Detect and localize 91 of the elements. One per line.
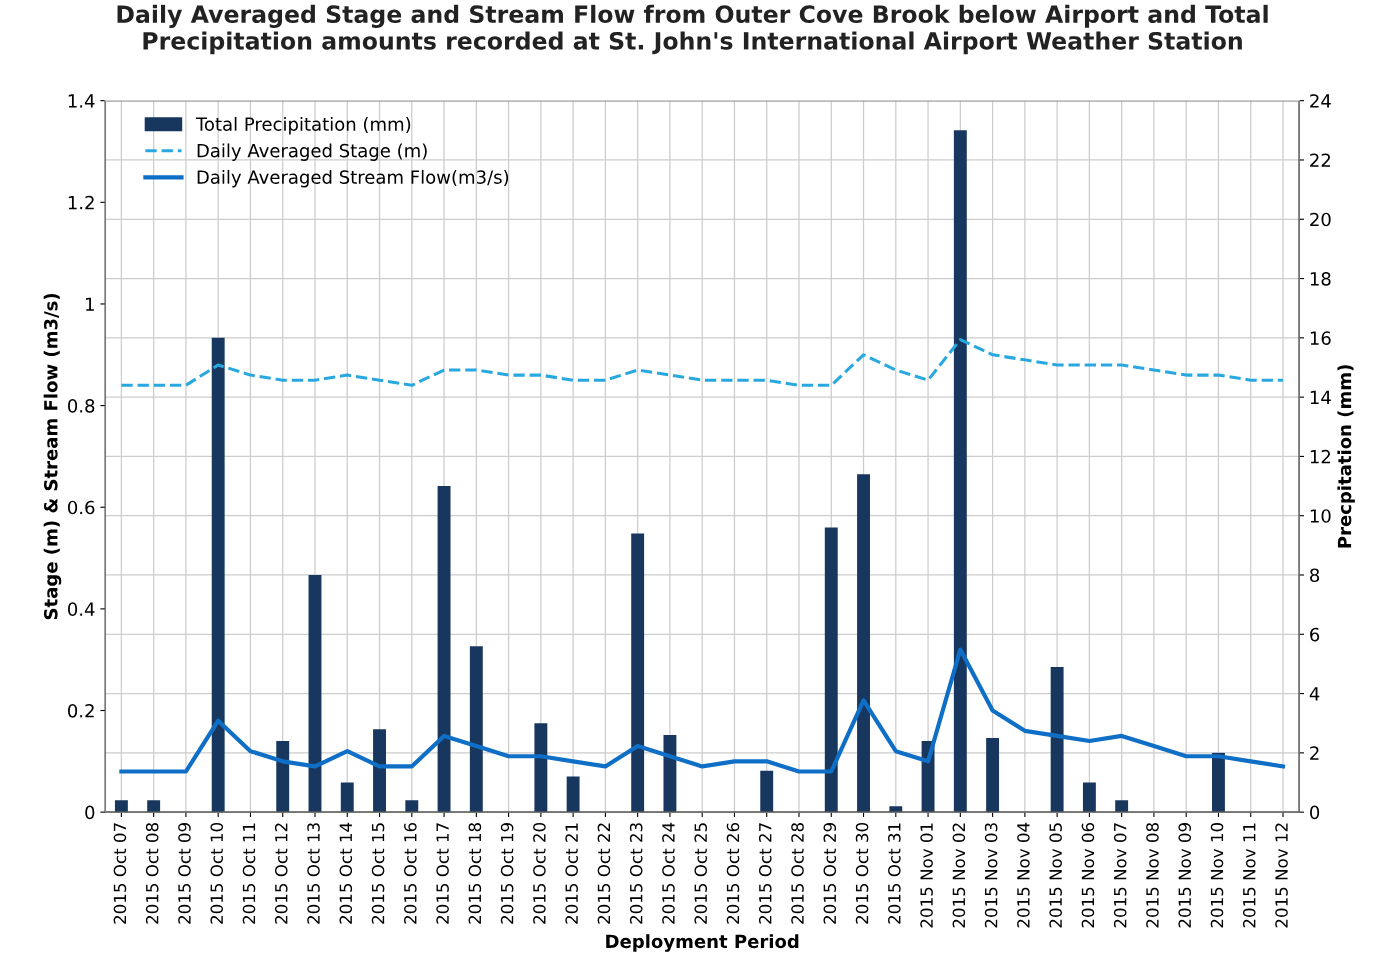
bar	[437, 486, 451, 813]
y2-tick-label: 24	[1310, 94, 1331, 108]
y-tick-label: 1.4	[68, 94, 95, 108]
y2-tick-label: 12	[1310, 449, 1331, 464]
bar	[534, 723, 548, 813]
y2-tick-label: 14	[1310, 390, 1331, 404]
bar	[1082, 782, 1096, 813]
bar	[986, 738, 1000, 813]
x-tick-label: 2015 Oct 11	[242, 823, 256, 924]
y-tick-label: 0.2	[68, 703, 94, 718]
bar	[1212, 752, 1225, 813]
y-tick-label: 1	[86, 297, 94, 311]
x-tick-label: 2015 Oct 15	[371, 823, 385, 924]
x-tick-label: 2015 Nov 01	[920, 823, 933, 928]
y-tick-label: 0	[85, 805, 95, 820]
x-tick-label: 2015 Nov 02	[952, 823, 966, 928]
bar	[857, 474, 870, 813]
chart-title: Daily Averaged Stage and Stream Flow from Outer Cove Brook below Airport and Total Precipitation amounts recorded at St. John's International Airport Weather Station	[117, 4, 1268, 55]
x-tick-label: 2015 Oct 08	[145, 823, 159, 924]
y2-axis-title: Precpitation (mm)	[1337, 365, 1355, 548]
bar	[1050, 666, 1064, 813]
x-tick-label: 2015 Oct 13	[307, 823, 320, 924]
x-tick-label: 2015 Oct 25	[694, 823, 708, 924]
x-tick-label: 2015 Nov 06	[1081, 822, 1095, 928]
y2-tick-label: 8	[1310, 568, 1320, 583]
y2-tick-label: 20	[1310, 212, 1331, 227]
bar	[889, 806, 903, 813]
bar	[340, 782, 354, 813]
x-tick-label: 2015 Oct 17	[436, 823, 449, 924]
x-tick-label: 2015 Oct 30	[855, 822, 869, 924]
y2-tick-label: 22	[1310, 153, 1331, 167]
x-tick-label: 2015 Oct 19	[500, 823, 514, 924]
y-axis-title: Stage (m) & Stream Flow (m3/s)	[43, 293, 62, 620]
x-tick-label: 2015 Oct 12	[274, 823, 288, 924]
x-axis-title: Deployment Period	[606, 934, 799, 952]
x-tick-label: 2015 Oct 29	[823, 823, 837, 924]
y-tick-label: 0.8	[68, 399, 95, 413]
x-tick-label: 2015 Oct 20	[533, 822, 546, 924]
bar	[373, 729, 386, 813]
x-tick-label: 2015 Oct 07	[113, 823, 127, 924]
y-tick-label: 0.4	[68, 602, 95, 616]
y-tick-label: 0.6	[68, 500, 95, 515]
x-tick-label: 2015 Oct 10	[210, 822, 224, 924]
x-tick-label: 2015 Oct 27	[758, 823, 772, 924]
legend-label: Total Precipitation (mm)	[195, 116, 411, 135]
x-tick-label: 2015 Oct 22	[597, 823, 611, 924]
bar	[405, 800, 419, 813]
bar	[276, 741, 290, 813]
bar	[631, 533, 645, 813]
x-tick-label: 2015 Nov 12	[1275, 823, 1288, 928]
x-tick-label: 2015 Oct 18	[468, 823, 482, 924]
x-tick-label: 2015 Oct 16	[404, 822, 417, 924]
bar	[953, 130, 967, 813]
bar	[469, 646, 483, 813]
bar	[566, 776, 580, 813]
bar	[211, 337, 225, 813]
y2-tick-label: 10	[1310, 509, 1331, 523]
x-tick-label: 2015 Nov 07	[1113, 823, 1127, 928]
bar	[824, 527, 838, 813]
x-tick-label: 2015 Nov 05	[1049, 823, 1062, 928]
x-tick-label: 2015 Oct 09	[178, 823, 191, 924]
x-tick-label: 2015 Nov 09	[1178, 823, 1192, 928]
x-tick-label: 2015 Oct 28	[791, 823, 804, 924]
x-tick-label: 2015 Oct 26	[726, 822, 740, 924]
x-tick-label: 2015 Oct 31	[888, 823, 901, 924]
bar	[663, 735, 677, 813]
y2-tick-label: 4	[1309, 687, 1320, 701]
bar	[308, 574, 322, 813]
x-tick-label: 2015 Nov 03	[984, 823, 998, 928]
y-tick-label: 1.2	[68, 195, 94, 210]
bar	[147, 800, 161, 813]
y2-tick-label: 2	[1310, 746, 1319, 760]
x-tick-label: 2015 Oct 14	[339, 822, 353, 924]
x-tick-label: 2015 Nov 08	[1146, 823, 1159, 928]
line-series	[119, 647, 1286, 774]
y2-tick-label: 0	[1310, 805, 1320, 820]
legend-label: Daily Averaged Stage (m)	[197, 143, 427, 161]
bar	[1115, 800, 1129, 813]
bar	[114, 800, 128, 813]
x-tick-label: 2015 Oct 23	[629, 823, 643, 924]
x-tick-label: 2015 Nov 04	[1017, 822, 1030, 928]
y2-tick-label: 6	[1310, 627, 1320, 642]
x-tick-label: 2015 Nov 10	[1210, 822, 1224, 928]
x-tick-label: 2015 Oct 21	[565, 823, 578, 924]
y2-tick-label: 16	[1310, 331, 1331, 345]
legend-label: Daily Averaged Stream Flow(m3/s)	[197, 169, 509, 188]
x-tick-label: 2015 Nov 11	[1242, 823, 1256, 928]
y2-tick-label: 18	[1310, 272, 1331, 286]
x-tick-label: 2015 Oct 24	[662, 822, 675, 924]
line-series	[119, 338, 1285, 387]
bar	[760, 770, 774, 813]
